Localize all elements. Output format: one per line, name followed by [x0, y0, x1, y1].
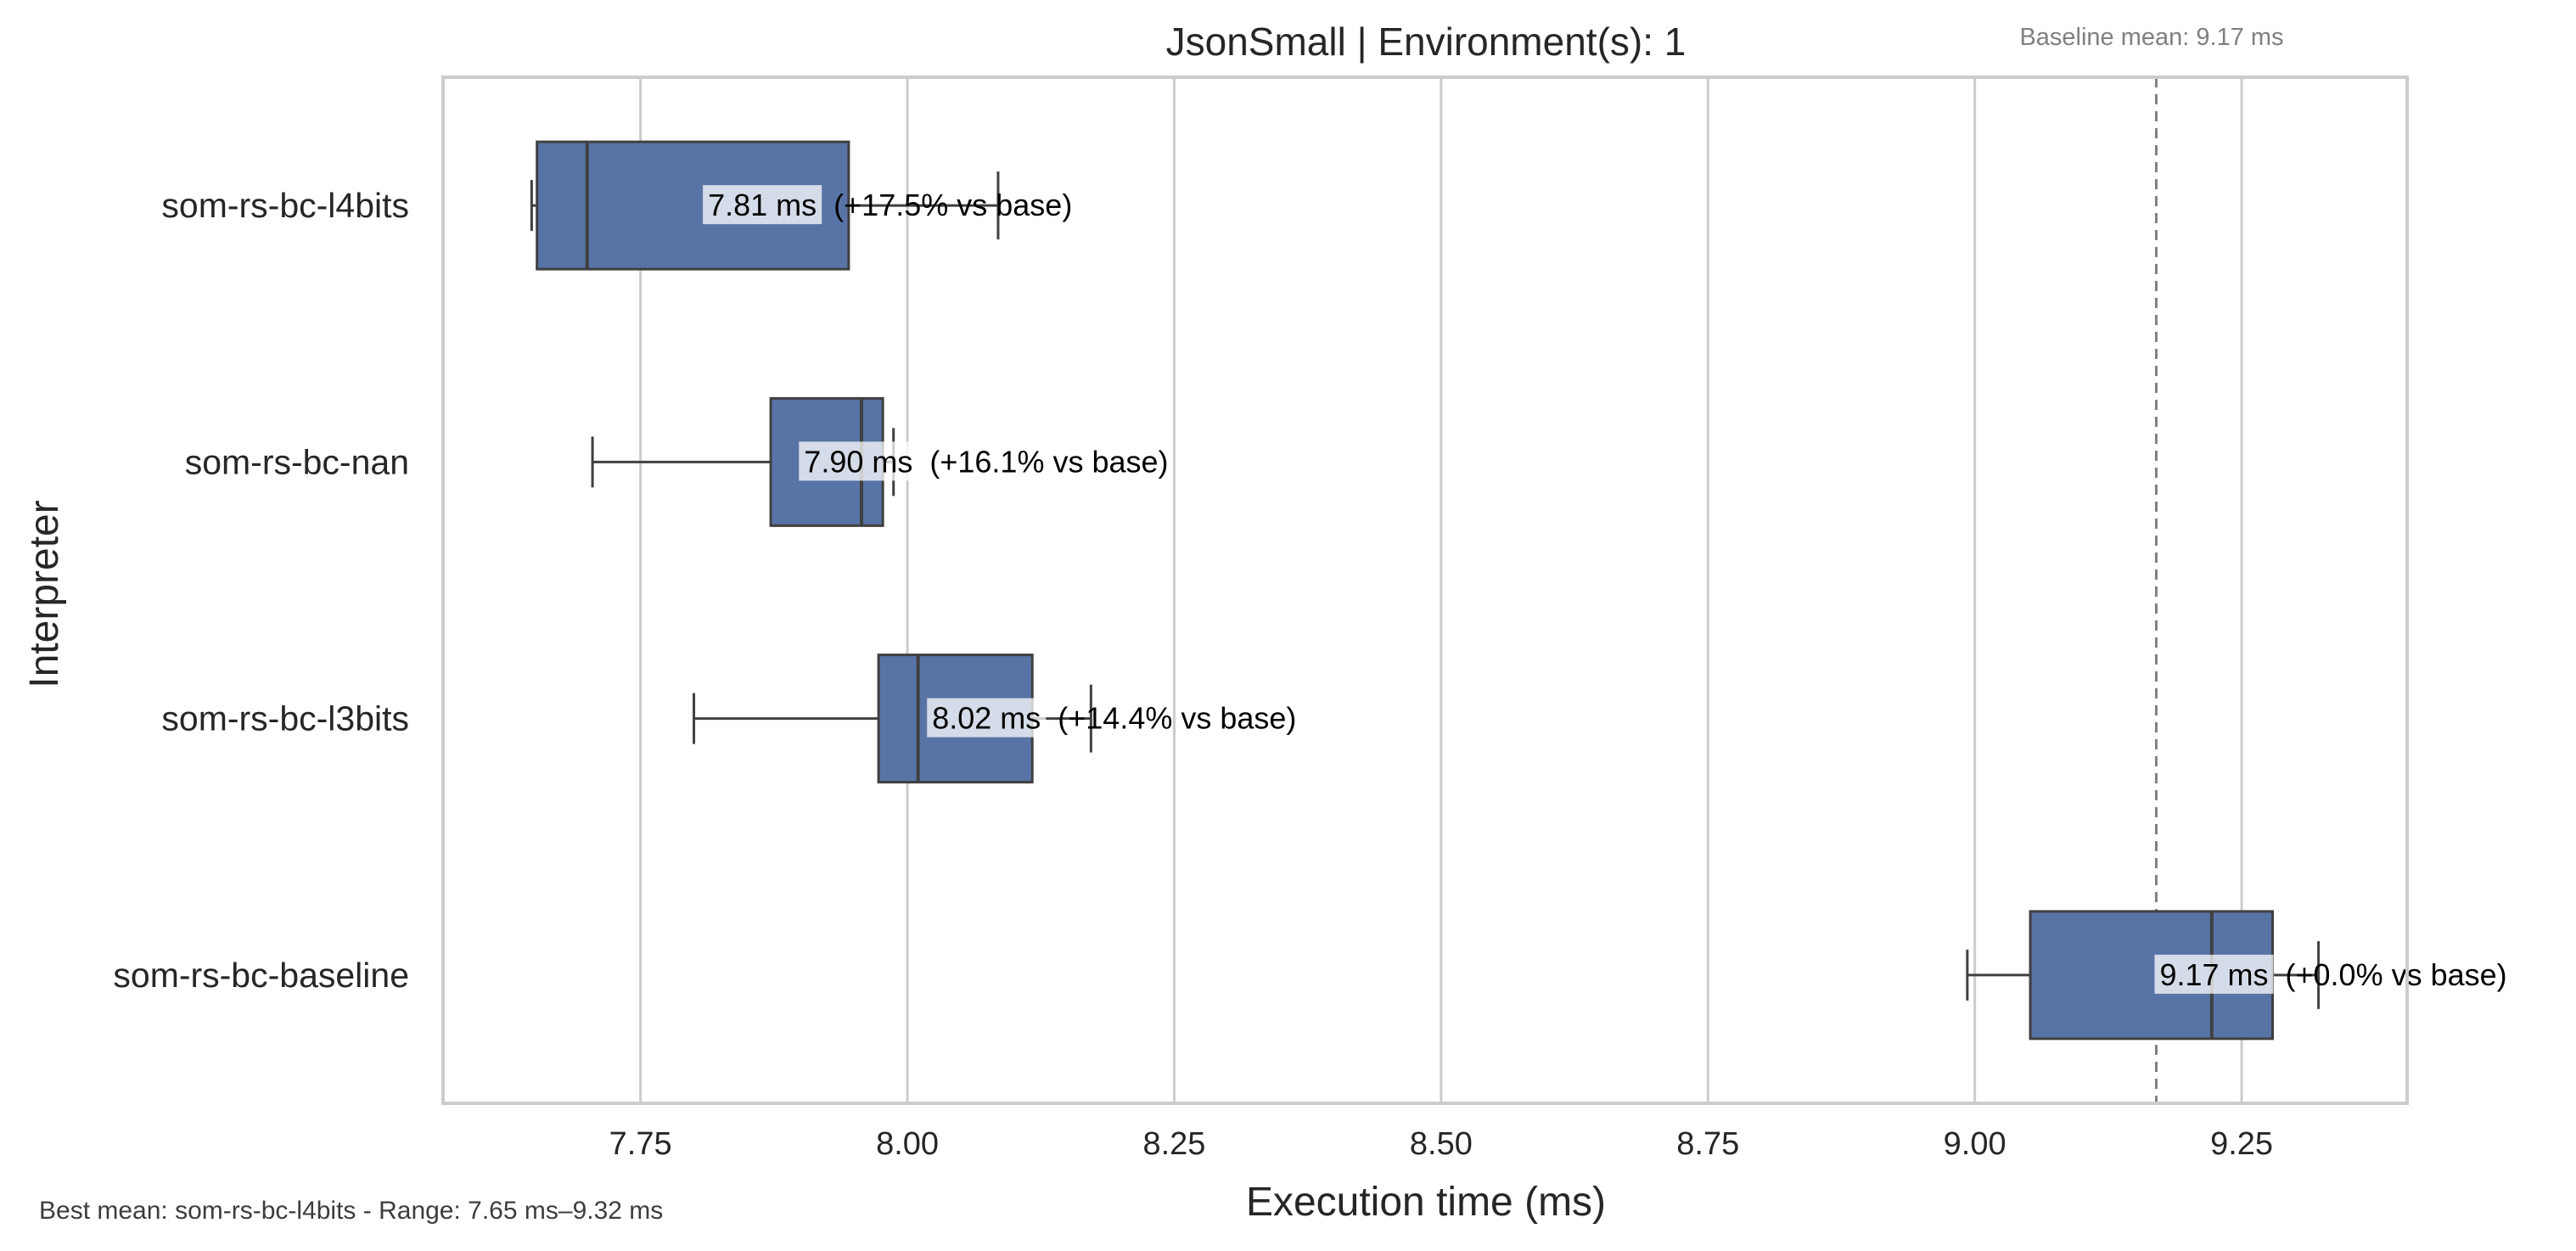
x-tick-label: 8.75 [1676, 1126, 1739, 1162]
x-tick-label: 8.50 [1410, 1126, 1473, 1162]
delta-label: (+0.0% vs base) [2286, 957, 2507, 992]
mean-label-background [2154, 954, 2274, 994]
delta-label: (+16.1% vs base) [929, 444, 1168, 479]
mean-label: 9.17 ms [2159, 957, 2268, 992]
plot-frame [441, 76, 2409, 1105]
x-axis-ticks: 7.75 8.00 8.25 8.50 8.75 9.00 9.25 [609, 1126, 2273, 1162]
grid-lines [639, 77, 2243, 1103]
y-tick-label: som-rs-bc-l4bits [161, 186, 409, 225]
x-axis-label: Execution time (ms) [1246, 1180, 1606, 1225]
x-tick-label: 8.00 [876, 1126, 939, 1162]
y-axis-ticks: som-rs-bc-l4bits som-rs-bc-nan som-rs-bc-l… [113, 186, 409, 995]
x-tick-label: 7.75 [609, 1126, 672, 1162]
y-tick-label: som-rs-bc-l3bits [161, 699, 409, 738]
baseline-mean-note: Baseline mean: 9.17 ms [2019, 24, 2283, 51]
chart-title: JsonSmall | Environment(s): 1 [1166, 20, 1686, 64]
mean-label-background [927, 698, 1047, 738]
delta-label: (+17.5% vs base) [833, 188, 1072, 222]
x-tick-label: 9.00 [1944, 1126, 2006, 1162]
box-som-rs-bc-l3bits: 8.02 ms (+14.4% vs base) [693, 654, 1296, 784]
mean-label-background [799, 441, 918, 481]
box-som-rs-bc-l4bits: 7.81 ms (+17.5% vs base) [530, 140, 1072, 271]
delta-label: (+14.4% vs base) [1058, 701, 1296, 736]
mean-label: 7.90 ms [804, 444, 912, 479]
x-tick-label: 9.25 [2210, 1126, 2273, 1162]
mean-label: 7.81 ms [708, 188, 817, 222]
footer-note: Best mean: som-rs-bc-l4bits - Range: 7.6… [39, 1197, 663, 1225]
box-som-rs-bc-nan: 7.90 ms (+16.1% vs base) [591, 396, 1169, 527]
mean-label: 8.02 ms [932, 701, 1041, 736]
y-tick-label: som-rs-bc-nan [185, 442, 409, 481]
y-axis-label: Interpreter [22, 500, 67, 687]
x-tick-label: 8.25 [1142, 1126, 1205, 1162]
y-tick-label: som-rs-bc-baseline [113, 956, 409, 995]
mean-label-background [703, 185, 822, 225]
box-series: 7.81 ms (+17.5% vs base) 7.90 ms (+16.1% vs… [530, 140, 2507, 1041]
box-som-rs-bc-baseline: 9.17 ms (+0.0% vs base) [1966, 910, 2507, 1041]
